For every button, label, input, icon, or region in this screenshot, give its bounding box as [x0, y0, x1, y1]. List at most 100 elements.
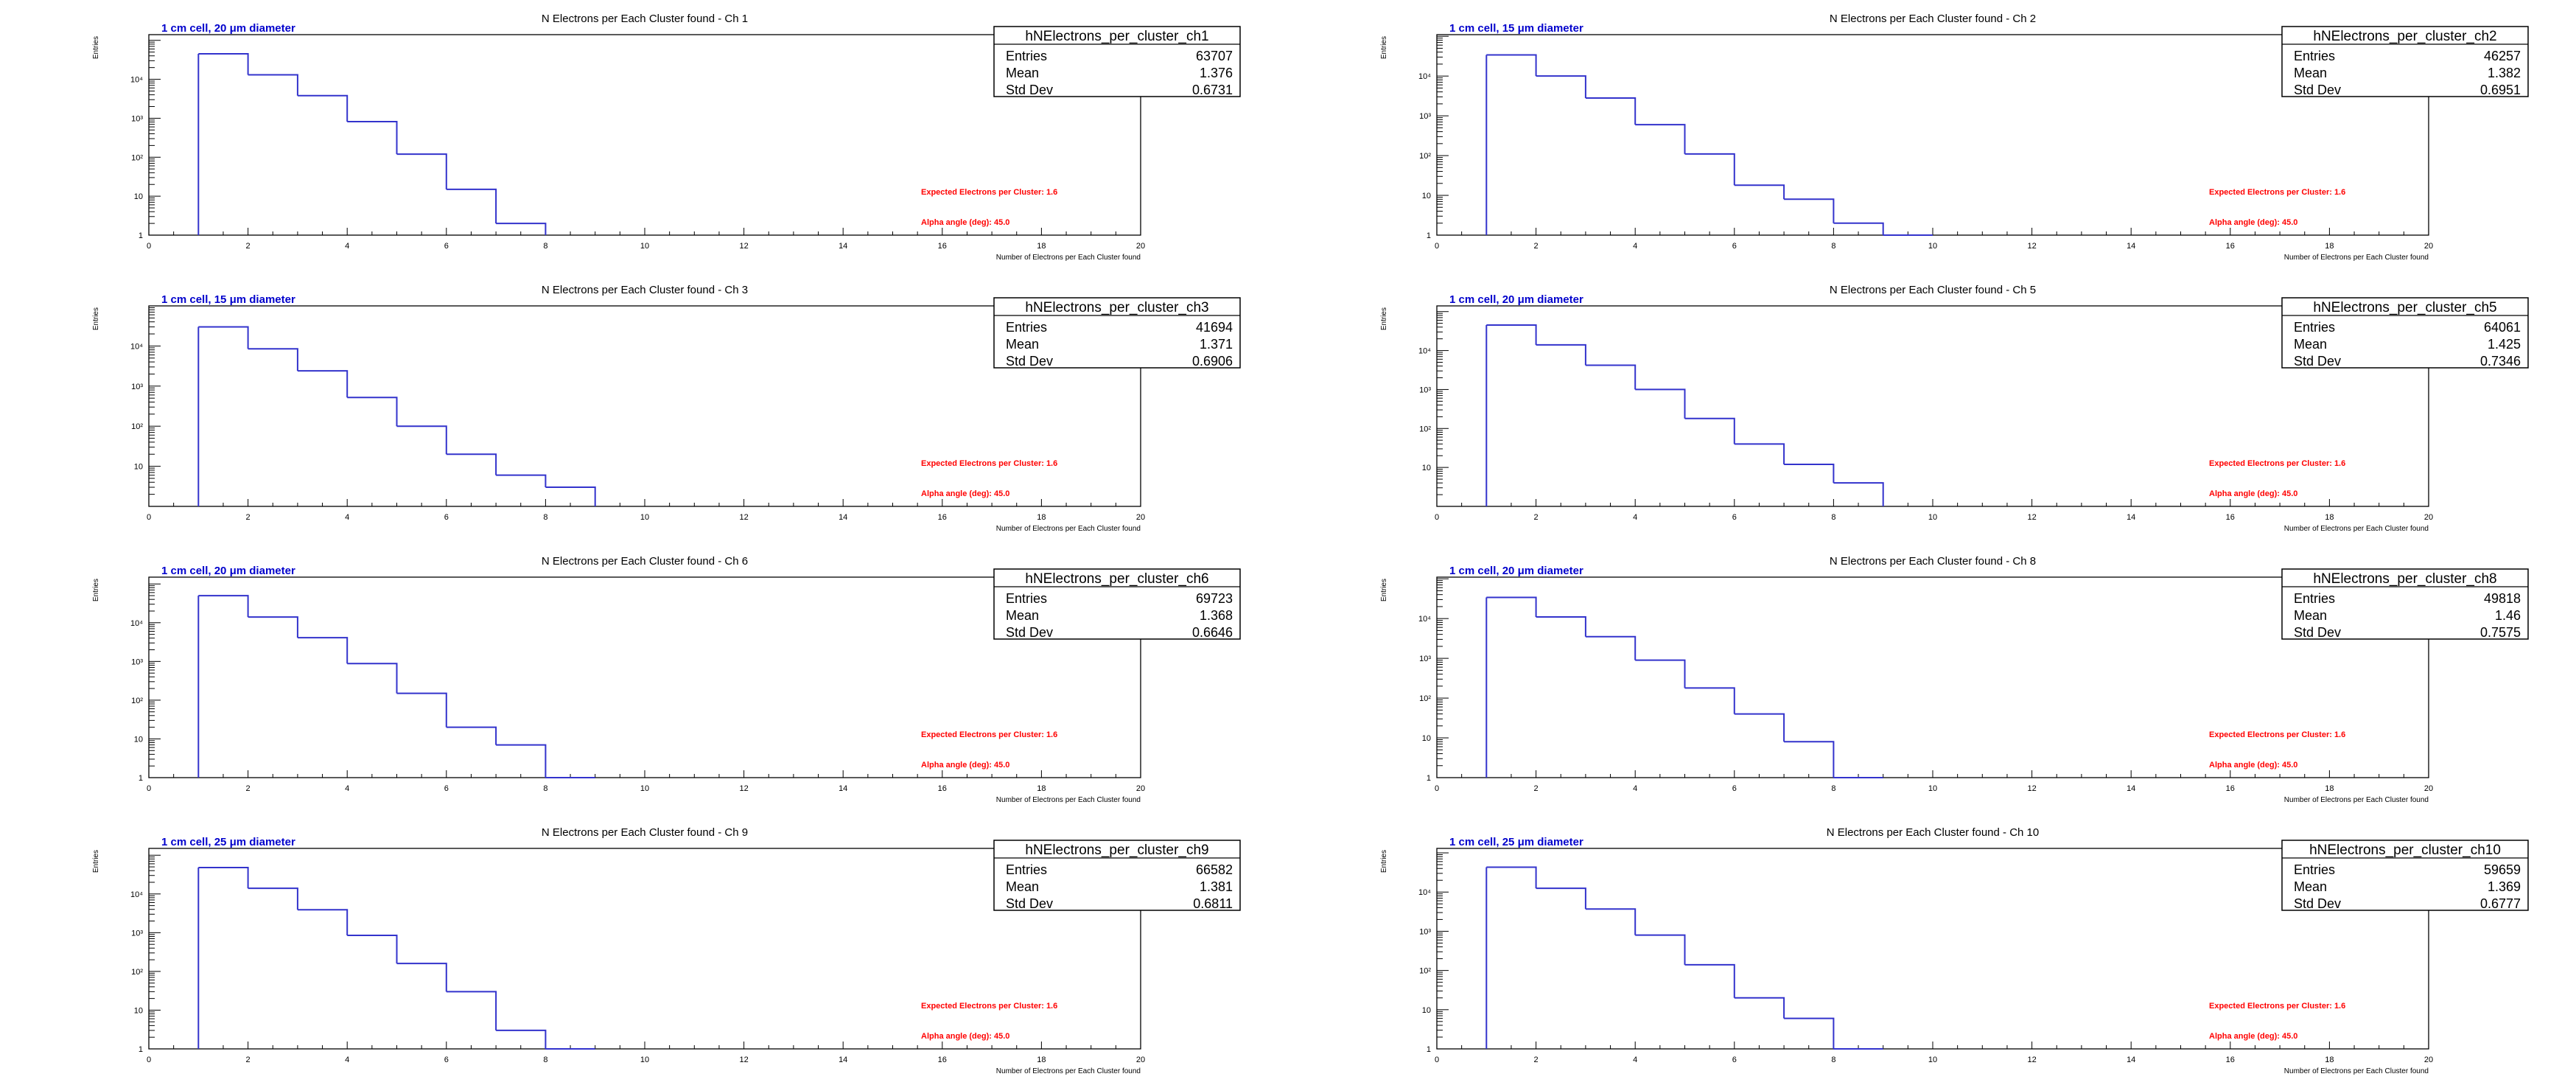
y-tick-label: 1: [1427, 774, 1431, 783]
stats-box: [2281, 26, 2529, 97]
stats-value: 1.46: [2495, 608, 2521, 623]
cell-label: 1 cm cell, 20 μm diameter: [161, 565, 295, 577]
cell-label: 1 cm cell, 20 μm diameter: [1449, 293, 1583, 306]
x-tick-label: 18: [2325, 513, 2334, 522]
annotation-expected: Expected Electrons per Cluster: 1.6: [2209, 188, 2345, 197]
stats-label: Entries: [2294, 591, 2335, 606]
annotation-alpha: Alpha angle (deg): 45.0: [921, 1032, 1009, 1041]
x-axis-label: Number of Electrons per Each Cluster fou…: [996, 525, 1141, 533]
annotation-alpha: Alpha angle (deg): 45.0: [2209, 761, 2297, 770]
histogram-bin: [1536, 343, 1586, 366]
stats-label: Std Dev: [1006, 625, 1053, 640]
x-tick-label: 14: [839, 513, 847, 522]
stats-box: [993, 568, 1241, 640]
stats-label: Mean: [2294, 337, 2327, 352]
y-tick-label: 1: [139, 774, 143, 783]
x-tick-label: 10: [640, 784, 649, 793]
cell-label-text: m diameter: [1525, 293, 1583, 306]
x-tick-label: 20: [2424, 1056, 2433, 1064]
histogram-bin: [1784, 1017, 1835, 1049]
stats-label: Mean: [2294, 879, 2327, 894]
histogram-bin: [297, 909, 349, 936]
histogram-panel: N Electrons per Each Cluster found - Ch …: [92, 826, 1241, 1075]
x-tick-label: 6: [1732, 1056, 1737, 1064]
histogram-bin: [396, 692, 447, 728]
cell-label-text: 1 cm cell, 15: [1449, 22, 1518, 35]
cell-label: 1 cm cell, 20 μm diameter: [161, 22, 295, 35]
stats-box: [2281, 840, 2529, 911]
stats-label: Std Dev: [1006, 83, 1053, 97]
histogram-bin: [1833, 482, 1884, 506]
cell-label: 1 cm cell, 25 μm diameter: [1449, 836, 1583, 848]
stats-value: 69723: [1196, 591, 1233, 606]
y-tick-label: 10: [134, 1006, 143, 1015]
x-tick-label: 16: [2226, 784, 2235, 793]
x-tick-label: 8: [1831, 513, 1835, 522]
histogram-panel: N Electrons per Each Cluster found - Ch …: [1380, 555, 2529, 804]
histogram-bin: [1734, 443, 1785, 464]
histogram-bin: [1585, 908, 1637, 935]
histogram-bin: [347, 397, 398, 427]
histogram-bin: [1635, 388, 1686, 419]
y-tick-label: 1: [139, 231, 143, 240]
cell-label-text: 1 cm cell, 25: [161, 836, 230, 848]
x-tick-label: 18: [2325, 784, 2334, 793]
cell-label-text: 1 cm cell, 20: [1449, 565, 1518, 577]
stats-label: Std Dev: [2294, 354, 2341, 369]
x-tick-label: 20: [1136, 784, 1145, 793]
y-tick-label: 10: [1422, 464, 1431, 472]
histogram-panel: N Electrons per Each Cluster found - Ch …: [1380, 826, 2529, 1075]
stats-value: 1.425: [2488, 337, 2521, 352]
x-tick-label: 20: [2424, 513, 2433, 522]
x-tick-label: 18: [1037, 784, 1046, 793]
x-tick-label: 6: [444, 242, 449, 251]
y-tick-label: 10⁴: [1418, 888, 1431, 897]
x-tick-label: 10: [1928, 784, 1937, 793]
histogram-bin: [396, 425, 447, 455]
annotation-expected: Expected Electrons per Cluster: 1.6: [921, 459, 1057, 468]
histogram-bin: [1486, 54, 1537, 77]
histogram-bin: [446, 991, 497, 1030]
stats-value: 49818: [2484, 591, 2521, 606]
plot-frame: [1436, 34, 2429, 236]
histogram-bin: [248, 887, 298, 910]
cell-label-text: m diameter: [1525, 565, 1583, 577]
x-tick-label: 18: [1037, 513, 1046, 522]
stats-value: 0.6731: [1192, 83, 1233, 97]
x-tick-label: 8: [543, 242, 547, 251]
stats-label: Entries: [2294, 320, 2335, 335]
stats-histogram-name: hNElectrons_per_cluster_ch6: [1025, 571, 1208, 587]
y-tick-label: 1: [1427, 231, 1431, 240]
stats-box: [993, 840, 1241, 911]
histogram-bin: [1585, 364, 1637, 390]
x-tick-label: 12: [2027, 242, 2036, 251]
histogram-bin: [496, 223, 547, 235]
x-tick-label: 0: [147, 784, 151, 793]
stats-value: 0.6951: [2480, 83, 2521, 97]
x-tick-label: 8: [543, 1056, 547, 1064]
x-tick-label: 6: [1732, 242, 1737, 251]
x-tick-label: 12: [739, 784, 748, 793]
y-tick-label: 10: [1422, 192, 1431, 200]
histogram-bin: [1734, 184, 1785, 200]
x-tick-label: 14: [2127, 513, 2135, 522]
histogram-panel: N Electrons per Each Cluster found - Ch …: [1380, 13, 2529, 262]
x-tick-label: 2: [1534, 784, 1539, 793]
x-tick-label: 10: [640, 513, 649, 522]
x-tick-label: 12: [2027, 1056, 2036, 1064]
x-tick-label: 4: [1633, 784, 1637, 793]
y-tick-label: 10²: [131, 153, 143, 162]
x-tick-label: 0: [1435, 513, 1439, 522]
histogram-bin: [1684, 153, 1735, 186]
x-tick-label: 2: [1534, 513, 1539, 522]
y-tick-label: 10: [134, 192, 143, 201]
histogram-bin: [1486, 324, 1537, 345]
stats-value: 1.368: [1200, 608, 1233, 623]
cell-label: 1 cm cell, 15 μm diameter: [1449, 22, 1583, 35]
mu-symbol: μ: [230, 293, 237, 306]
annotation-alpha: Alpha angle (deg): 45.0: [2209, 218, 2297, 227]
x-tick-label: 2: [1534, 1056, 1539, 1064]
y-tick-label: 10³: [1419, 927, 1431, 936]
chart-title: N Electrons per Each Cluster found - Ch …: [542, 284, 748, 296]
cell-label: 1 cm cell, 15 μm diameter: [161, 293, 295, 306]
